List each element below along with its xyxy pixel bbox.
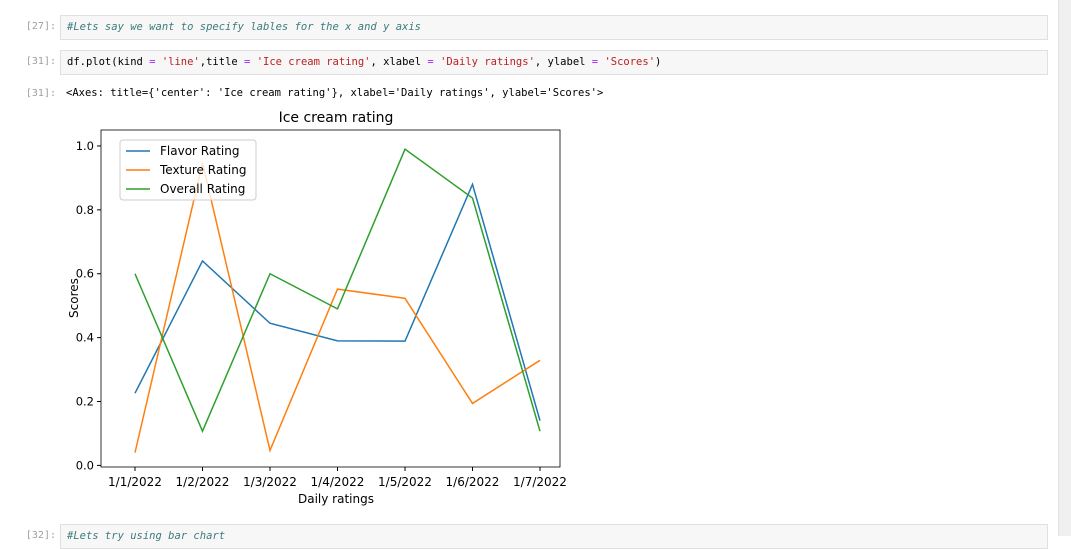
code-token: #Lets say we want to specify lables for … (67, 21, 422, 33)
notebook: [27]: #Lets say we want to specify lables… (25, 0, 1071, 549)
y-tick-label: 0.2 (76, 395, 94, 409)
plot-frame (100, 129, 561, 468)
legend-label: Flavor Rating (160, 144, 239, 158)
x-tick-label: 1/6/2022 (446, 475, 500, 489)
code-token: = (149, 56, 156, 68)
code-token: #Lets try using bar chart (67, 530, 226, 542)
x-tick-label: 1/2/2022 (176, 475, 230, 489)
output-prompt: [31]: (25, 88, 56, 99)
y-tick-label: 0.0 (76, 458, 94, 472)
x-tick-label: 1/7/2022 (513, 475, 567, 489)
code-token: , ylabel (534, 56, 592, 68)
code-token: 'Scores' (604, 56, 656, 68)
x-axis-label: Daily ratings (298, 492, 374, 506)
code-token: 'Daily ratings' (440, 56, 535, 68)
y-axis-label: Scores (67, 278, 81, 318)
code-cell[interactable]: df.plot(kind = 'line',title = 'Ice cream… (60, 50, 1048, 75)
cell-prompt: [31]: (25, 56, 56, 67)
x-tick-label: 1/1/2022 (108, 475, 162, 489)
code-token: = (591, 56, 599, 68)
code-token: df.plot(kind (67, 56, 150, 68)
y-tick-label: 1.0 (76, 139, 94, 153)
x-tick-label: 1/5/2022 (378, 475, 432, 489)
x-tick-label: 1/4/2022 (311, 475, 365, 489)
legend-box (119, 139, 257, 201)
code-token: , xlabel (370, 56, 428, 68)
code-token: ,title (199, 56, 245, 68)
series-line (134, 148, 541, 434)
code-token: = (244, 56, 251, 68)
chart-title: Ice cream rating (279, 110, 394, 126)
output-text: <Axes: title={'center': 'Ice cream ratin… (66, 87, 604, 99)
code-cell[interactable]: #Lets try using bar chart (60, 524, 1048, 549)
chart: Ice cream rating Daily ratings Scores 0.… (67, 110, 567, 506)
x-tick-label: 1/3/2022 (243, 475, 297, 489)
y-tick-label: 0.6 (76, 267, 94, 281)
legend-label: Texture Rating (159, 163, 246, 177)
code-token: 'Ice cream rating' (256, 56, 371, 68)
series-line (134, 182, 541, 421)
scrollbar[interactable] (1058, 0, 1071, 536)
code-token: = (427, 56, 434, 68)
y-tick-label: 0.8 (76, 203, 94, 217)
y-tick-label: 0.4 (76, 331, 94, 345)
legend-label: Overall Rating (160, 182, 245, 196)
cell-prompt: [27]: (25, 21, 56, 32)
code-token: 'line' (161, 56, 200, 68)
code-token: ) (655, 56, 662, 68)
code-cell[interactable]: #Lets say we want to specify lables for … (60, 15, 1048, 40)
